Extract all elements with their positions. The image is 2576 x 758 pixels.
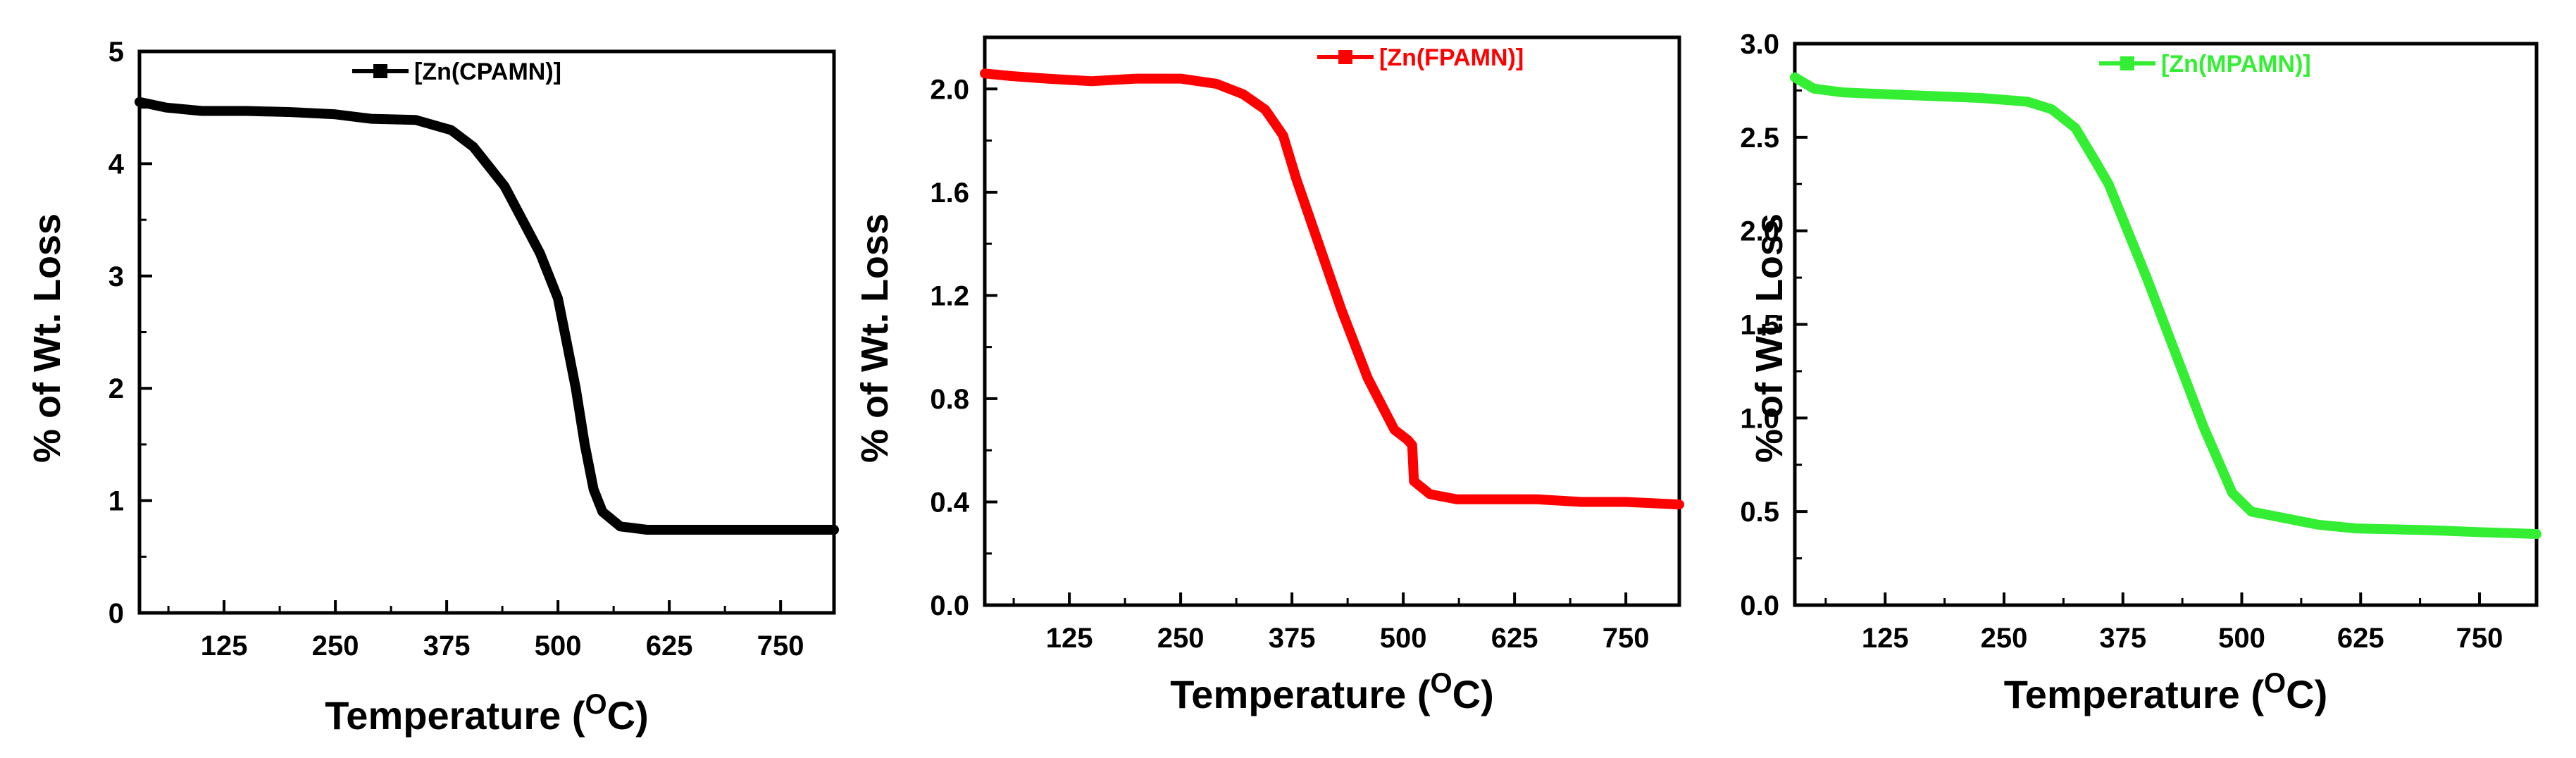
x-tick-label: 500	[1380, 623, 1427, 654]
chart-panel-1: 125 250 375 500 625 750 0 1 2 3 4 5 % of Wt. Loss Tem…	[26, 37, 839, 738]
x-tick-label: 375	[2099, 623, 2146, 654]
x-axis-label-tail: C)	[1452, 672, 1494, 716]
x-axis-label: Temperature (OC)	[325, 689, 649, 738]
y-tick-label: 1.6	[930, 178, 969, 209]
x-axis-label-main: Temperature (	[325, 693, 585, 738]
y-tick-label: 0	[108, 598, 124, 629]
x-tick-label: 625	[1491, 623, 1538, 654]
series-line-2	[980, 68, 1684, 510]
x-tick-label: 375	[423, 630, 471, 661]
y-tick-label: 0.0	[930, 590, 969, 621]
x-tick-label: 500	[535, 630, 582, 661]
y-axis-label: % of Wt. Loss	[854, 213, 896, 463]
x-axis-label: Temperature (OC)	[2004, 668, 2328, 716]
plot-frame	[983, 35, 1681, 607]
y-tick-label: 2.5	[1740, 123, 1779, 154]
legend-label: [Zn(MPAMN)]	[2161, 51, 2311, 77]
y-tick-label: 2.0	[930, 74, 969, 105]
y-tick-label: 4	[108, 149, 125, 180]
x-tick-label: 250	[312, 630, 359, 661]
legend-label: [Zn(FPAMN)]	[1379, 44, 1524, 71]
series-line-1	[135, 97, 839, 535]
x-axis-label-main: Temperature (	[2004, 672, 2265, 716]
x-tick-label: 375	[1269, 623, 1316, 654]
x-axis-label: Temperature (OC)	[1170, 668, 1494, 716]
series-line-3	[1790, 72, 2541, 539]
legend-marker	[373, 64, 387, 78]
legend-marker	[2120, 56, 2134, 70]
x-axis-label-sup: O	[1431, 668, 1452, 699]
x-tick-label: 125	[1862, 623, 1909, 654]
y-tick-label: 3.0	[1740, 29, 1779, 60]
x-axis-label-tail: C)	[2286, 672, 2327, 716]
y-tick-label: 0.0	[1740, 590, 1779, 621]
x-tick-label: 750	[1603, 623, 1650, 654]
chart-panel-2: 125 250 375 500 625 750 0.0 0.4 0.8 1.2 1.6 2.0 % of…	[854, 35, 1684, 716]
y-tick-label: 2.0	[1740, 216, 1779, 247]
x-tick-label: 250	[1981, 623, 2028, 654]
y-tick-label: 5	[108, 37, 124, 68]
chart-panel-3: 125 250 375 500 625 750 0.0 0.5 1.0 1.5 2.0 2.5 3.0%…	[1740, 29, 2541, 716]
legend-marker	[1338, 50, 1352, 64]
y-tick-label: 0.5	[1740, 497, 1779, 528]
legend-label: [Zn(CPAMN)]	[414, 58, 561, 85]
y-tick-label: 3	[108, 261, 124, 292]
x-tick-label: 500	[2218, 623, 2265, 654]
x-axis-label-main: Temperature (	[1170, 672, 1431, 716]
x-tick-label: 750	[757, 630, 804, 661]
y-axis-label: % of Wt. Loss	[1748, 213, 1791, 463]
y-tick-label: 1	[108, 486, 124, 517]
x-axis-label-sup: O	[585, 689, 607, 720]
y-tick-label: 1.2	[930, 280, 969, 311]
x-tick-label: 750	[2456, 623, 2503, 654]
x-tick-label: 250	[1157, 623, 1205, 654]
y-tick-label: 1.0	[1740, 403, 1779, 434]
x-axis-label-sup: O	[2264, 668, 2286, 699]
x-tick-label: 125	[201, 630, 248, 661]
y-tick-label: 2	[108, 373, 124, 404]
x-axis-label-tail: C)	[607, 693, 649, 738]
x-tick-label: 625	[646, 630, 693, 661]
y-tick-label: 0.4	[930, 487, 969, 518]
y-axis-label: % of Wt. Loss	[26, 213, 68, 463]
x-tick-label: 625	[2337, 623, 2384, 654]
y-tick-label: 1.5	[1740, 310, 1779, 341]
x-tick-label: 125	[1046, 623, 1093, 654]
y-tick-label: 0.8	[930, 384, 969, 415]
